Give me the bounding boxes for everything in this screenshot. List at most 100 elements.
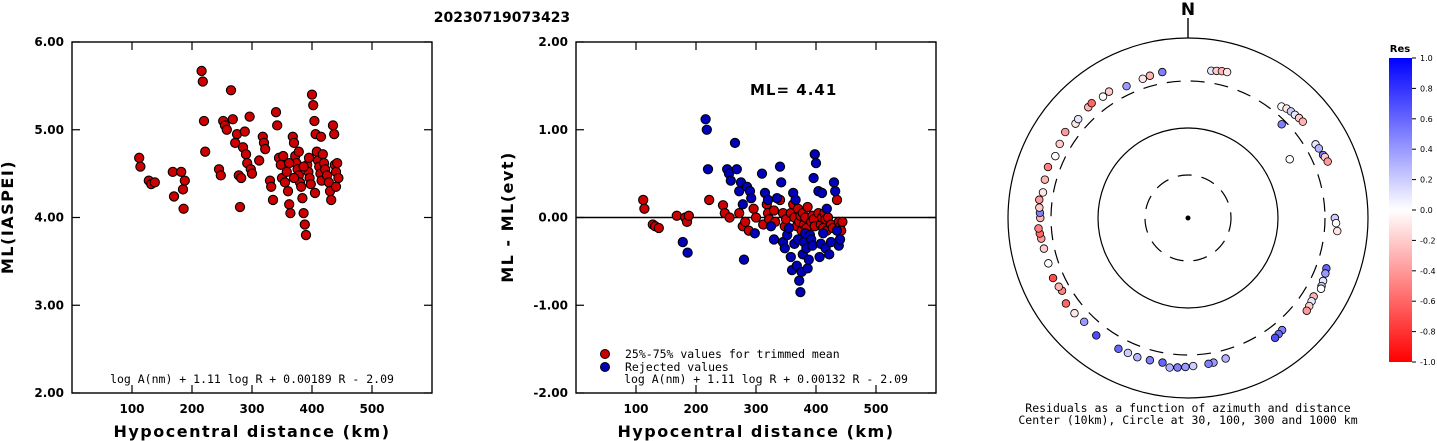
data-point	[200, 146, 211, 157]
y-tick-label: 0.00	[538, 211, 568, 225]
data-point	[803, 254, 814, 265]
data-point	[816, 187, 828, 199]
residual-point	[1133, 353, 1142, 362]
ring-300km	[1050, 80, 1326, 356]
data-point	[330, 181, 342, 192]
residual-point	[1158, 67, 1167, 77]
legend-label-trimmed: 25%-75% values for trimmed mean	[625, 347, 840, 361]
data-point	[215, 170, 226, 181]
data-point	[725, 175, 736, 186]
data-point	[300, 229, 312, 241]
residual-point	[1314, 144, 1324, 153]
y-tick-label: 3.00	[34, 298, 64, 312]
residual-point	[1070, 309, 1079, 318]
data-point	[821, 203, 832, 214]
data-point	[774, 161, 786, 172]
colorbar-ticks: 1.0 0.8 0.6 0.4 0.2 0.0 -0.2 -0.4 -0.6 -0.8 -1.0	[1412, 54, 1436, 367]
data-point	[135, 161, 146, 172]
legend-label-rejected: Rejected values	[625, 360, 729, 374]
data-point	[239, 126, 250, 137]
data-point	[671, 210, 682, 221]
data-point	[298, 161, 309, 172]
x-tick-label: 300	[239, 402, 264, 416]
residual-point	[1277, 120, 1286, 129]
x-tick-label: 500	[359, 402, 384, 416]
data-point	[176, 166, 187, 178]
data-point	[794, 275, 805, 286]
x-tick-label: 400	[299, 402, 324, 416]
data-point	[749, 228, 760, 239]
data-point	[284, 199, 295, 210]
data-point	[308, 100, 319, 111]
data-point	[333, 172, 344, 184]
data-point	[332, 157, 343, 169]
data-point	[809, 149, 820, 160]
data-point	[790, 194, 801, 206]
residual-point	[1051, 151, 1060, 161]
residual-point	[1138, 74, 1147, 83]
residual-point	[1055, 139, 1064, 149]
data-point	[196, 65, 207, 77]
data-point	[327, 120, 339, 131]
data-point	[326, 194, 337, 206]
residual-point	[1098, 92, 1108, 101]
data-point	[305, 179, 316, 190]
data-points	[134, 65, 344, 241]
data-point	[818, 228, 829, 239]
data-point	[677, 236, 688, 248]
data-point	[771, 193, 783, 204]
y-tick-label: 2.00	[34, 386, 64, 400]
data-point	[299, 219, 310, 230]
residual-point	[1298, 117, 1307, 126]
figure-title: 20230719073423	[434, 10, 570, 26]
residual-point	[1316, 284, 1326, 293]
data-point	[653, 222, 664, 234]
y-tick-label: -1.00	[533, 298, 568, 312]
residual-point	[1122, 81, 1131, 91]
data-point	[738, 254, 750, 265]
colorbar-gradient	[1389, 58, 1412, 362]
residual-point	[1285, 155, 1294, 164]
plot-frame	[71, 41, 433, 394]
x-tick-label: 300	[743, 402, 768, 416]
ring-30km	[1144, 174, 1232, 262]
data-point	[638, 194, 649, 206]
legend-marker-rejected	[600, 362, 610, 372]
residual-point	[1039, 244, 1049, 253]
data-point	[309, 187, 321, 199]
residual-point	[1034, 224, 1043, 233]
caption-line-1: Residuals as a function of azimuth and d…	[1025, 401, 1350, 415]
data-point	[272, 120, 283, 131]
residual-point	[1054, 282, 1063, 291]
data-point	[756, 168, 768, 179]
data-point	[303, 152, 315, 163]
data-point	[807, 240, 818, 251]
data-point	[808, 172, 819, 184]
data-point	[768, 234, 780, 245]
colorbar-tick-label: -0.6	[1420, 297, 1436, 306]
data-point	[783, 222, 795, 234]
x-axis-title: Hypocentral distance (km)	[617, 422, 894, 441]
data-point	[134, 152, 145, 163]
data-point	[298, 207, 309, 219]
residual-point	[1044, 259, 1053, 268]
colorbar-tick-label: -0.8	[1420, 328, 1436, 337]
data-point	[285, 207, 296, 219]
residual-point	[1092, 331, 1101, 340]
residual-point	[1333, 226, 1342, 236]
colorbar-tick-label: 0.2	[1420, 176, 1433, 185]
data-point	[701, 124, 712, 135]
data-point	[198, 115, 210, 127]
data-point	[682, 247, 693, 258]
x-axis-title: Hypocentral distance (km)	[113, 422, 390, 441]
residual-point	[1048, 273, 1058, 283]
data-point	[785, 251, 796, 263]
data-point	[831, 194, 843, 206]
residual-points	[1034, 66, 1342, 372]
data-point	[776, 177, 787, 188]
y-tick-label: 1.00	[538, 123, 568, 137]
data-point	[748, 203, 759, 214]
data-point	[244, 111, 255, 122]
data-point	[704, 194, 715, 206]
y-axis-title: ML(IASPEI)	[0, 160, 17, 274]
